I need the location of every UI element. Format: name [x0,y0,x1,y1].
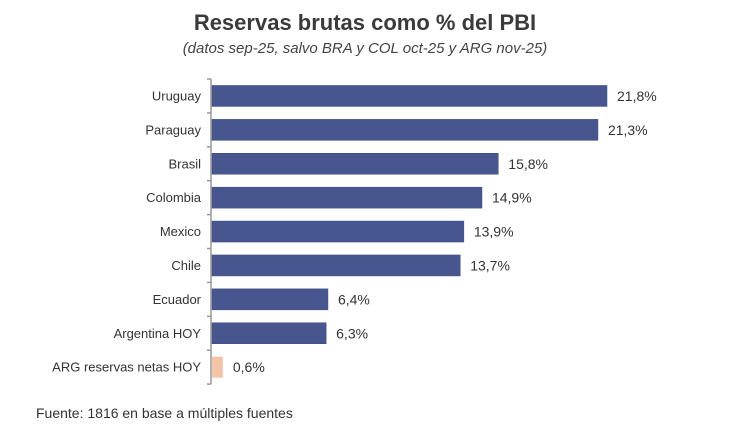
category-label: Argentina HOY [114,326,202,341]
chart-subtitle: (datos sep-25, salvo BRA y COL oct-25 y … [182,40,548,57]
category-label: Uruguay [152,88,202,103]
category-label: Brasil [168,156,201,171]
category-label: Chile [171,258,201,273]
bar [211,153,499,175]
data-label: 21,3% [608,122,648,138]
data-label: 15,8% [508,156,548,172]
bar [211,322,327,344]
category-label: Mexico [160,224,201,239]
category-label: ARG reservas netas HOY [52,360,201,375]
chart-title: Reservas brutas como % del PBI [193,10,537,35]
bar [211,254,461,277]
data-label: 14,9% [492,190,532,206]
bar [211,85,608,107]
category-label: Paraguay [145,122,201,137]
data-label: 13,9% [474,224,514,240]
bar [212,356,223,378]
data-label: 6,4% [338,291,370,307]
data-label: 21,8% [617,88,657,104]
source-note: Fuente: 1816 en base a múltiples fuentes [36,405,293,421]
category-label: Colombia [146,190,202,205]
data-label: 0,6% [233,359,265,375]
data-label: 13,7% [470,257,510,273]
bar [211,220,465,243]
data-label: 6,3% [336,325,368,341]
bar-chart: Uruguay 21,8% Paraguay 21,3% Brasil 15,8% Colo… [52,78,657,385]
bar [211,186,483,209]
category-label: Ecuador [153,292,202,307]
bar [211,288,329,311]
bar [211,119,599,141]
